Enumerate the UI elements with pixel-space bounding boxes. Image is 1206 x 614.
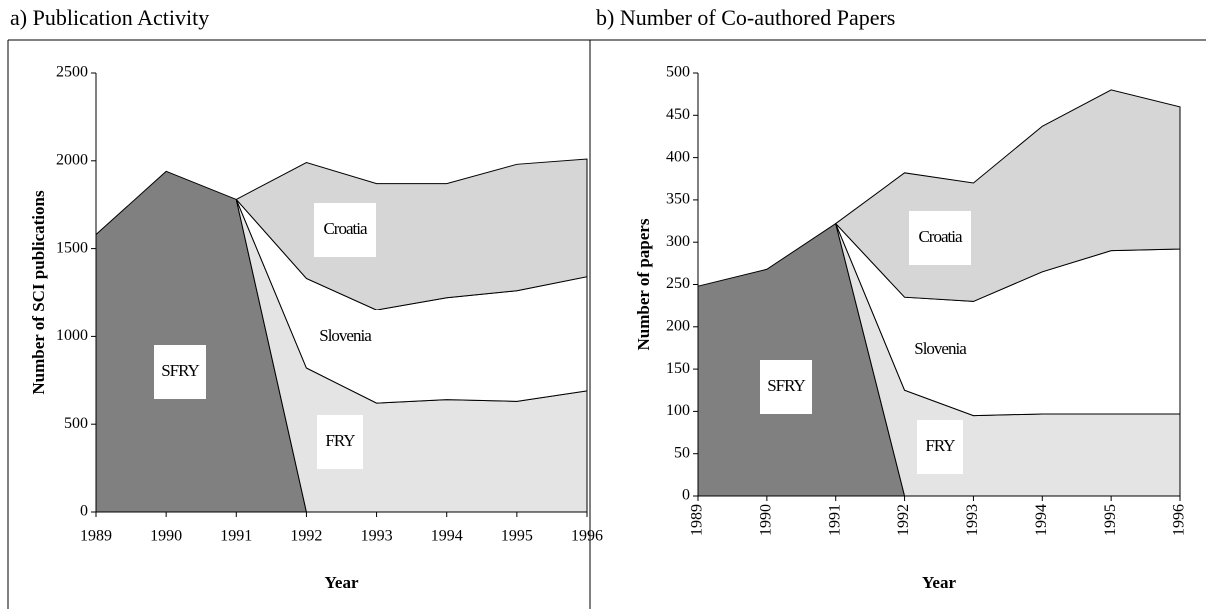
y-tick-label: 300 — [666, 233, 690, 250]
y-tick-label: 2500 — [56, 64, 88, 81]
x-tick-label: 1990 — [758, 504, 775, 536]
label-box — [314, 203, 376, 257]
y-tick-label: 1000 — [56, 327, 88, 344]
chart-title: b) Number of Co-authored Papers — [596, 5, 895, 30]
label-box — [309, 310, 381, 364]
label-box — [154, 345, 206, 399]
y-tick-label: 500 — [666, 64, 690, 81]
y-tick-label: 0 — [80, 503, 88, 520]
x-tick-label: 1990 — [150, 528, 182, 545]
x-tick-label: 1993 — [361, 528, 393, 545]
y-tick-label: 350 — [666, 191, 690, 208]
x-axis-label: Year — [325, 573, 359, 592]
x-tick-label: 1991 — [220, 528, 252, 545]
series-label: SFRY — [161, 361, 199, 380]
y-tick-label: 50 — [674, 444, 690, 461]
series-label: Croatia — [918, 227, 962, 246]
y-tick-label: 100 — [666, 402, 690, 419]
y-tick-label: 150 — [666, 360, 690, 377]
y-tick-label: 500 — [64, 415, 88, 432]
area — [235, 158, 588, 311]
y-tick-label: 0 — [682, 487, 690, 504]
x-tick-label: 1995 — [501, 528, 533, 545]
series-label: Slovenia — [914, 339, 967, 358]
y-axis-label: Number of papers — [634, 218, 653, 350]
series-label: SFRY — [767, 376, 805, 395]
series-label: FRY — [325, 431, 355, 450]
y-tick-label: 250 — [666, 275, 690, 292]
chart-title: a) Publication Activity — [10, 5, 209, 30]
y-tick-label: 400 — [666, 148, 690, 165]
label-box — [909, 211, 971, 265]
y-tick-label: 2000 — [56, 151, 88, 168]
label-box — [904, 323, 976, 377]
series-label: Croatia — [323, 219, 367, 238]
x-tick-label: 1996 — [1171, 504, 1188, 536]
x-tick-label: 1994 — [431, 528, 463, 545]
x-tick-label: 1994 — [1033, 504, 1050, 536]
y-tick-label: 450 — [666, 106, 690, 123]
x-tick-label: 1996 — [571, 528, 603, 545]
label-box — [317, 415, 363, 469]
x-tick-label: 1993 — [964, 504, 981, 536]
x-tick-label: 1989 — [80, 528, 112, 545]
series-label: Slovenia — [319, 326, 372, 345]
x-tick-label: 1995 — [1102, 504, 1119, 536]
x-tick-label: 1992 — [290, 528, 322, 545]
x-tick-label: 1989 — [689, 504, 706, 536]
x-axis-label: Year — [922, 573, 956, 592]
x-tick-label: 1991 — [826, 504, 843, 536]
label-box — [760, 360, 812, 414]
series-label: FRY — [925, 436, 955, 455]
y-tick-label: 1500 — [56, 239, 88, 256]
x-tick-label: 1992 — [895, 504, 912, 536]
label-box — [917, 420, 963, 474]
y-axis-label: Number of SCI publications — [29, 190, 48, 395]
y-tick-label: 200 — [666, 317, 690, 334]
